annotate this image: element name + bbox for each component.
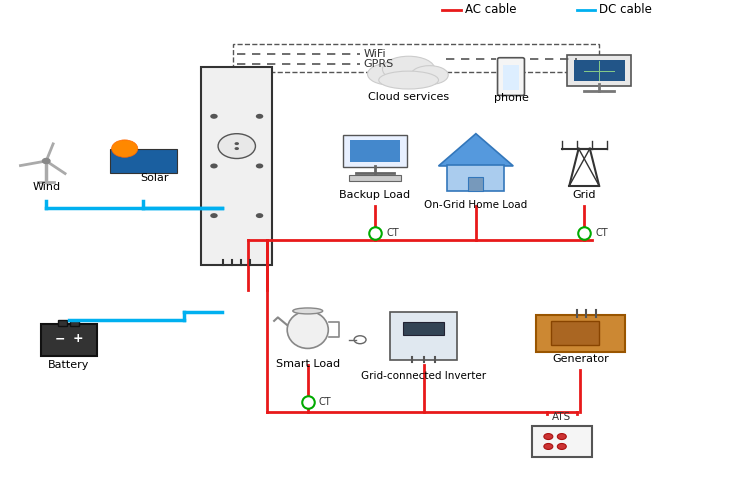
FancyBboxPatch shape [497, 58, 524, 96]
FancyBboxPatch shape [469, 177, 483, 191]
Text: Battery: Battery [48, 360, 89, 370]
Ellipse shape [287, 311, 328, 348]
FancyBboxPatch shape [567, 55, 632, 86]
FancyBboxPatch shape [574, 60, 625, 81]
Ellipse shape [382, 56, 435, 82]
Text: Grid: Grid [572, 190, 596, 200]
Text: Smart Load: Smart Load [276, 359, 340, 369]
Text: Backup Load: Backup Load [340, 190, 410, 200]
Text: Grid-connected Inverter: Grid-connected Inverter [361, 372, 486, 382]
Text: phone: phone [494, 94, 529, 104]
Circle shape [210, 213, 218, 218]
Circle shape [256, 164, 263, 168]
Circle shape [544, 444, 553, 450]
FancyBboxPatch shape [550, 321, 599, 344]
FancyBboxPatch shape [349, 175, 401, 181]
FancyBboxPatch shape [448, 165, 504, 191]
Circle shape [112, 140, 138, 158]
Circle shape [256, 114, 263, 119]
Text: CT: CT [386, 228, 399, 238]
FancyBboxPatch shape [40, 324, 97, 356]
Ellipse shape [411, 66, 448, 84]
FancyBboxPatch shape [350, 140, 400, 162]
Polygon shape [439, 134, 513, 166]
FancyBboxPatch shape [390, 312, 458, 360]
Circle shape [557, 444, 566, 450]
Text: Cloud services: Cloud services [368, 92, 449, 102]
Text: CT: CT [319, 397, 332, 407]
FancyBboxPatch shape [70, 320, 79, 326]
Circle shape [256, 213, 263, 218]
Circle shape [235, 147, 239, 150]
Text: On-Grid Home Load: On-Grid Home Load [424, 200, 527, 210]
Circle shape [544, 434, 553, 440]
FancyBboxPatch shape [343, 134, 407, 168]
Text: ATS: ATS [552, 412, 572, 422]
Text: Generator: Generator [552, 354, 609, 364]
Circle shape [354, 336, 366, 344]
FancyBboxPatch shape [110, 148, 177, 174]
Text: −: − [55, 332, 65, 345]
Circle shape [210, 114, 218, 119]
FancyBboxPatch shape [532, 426, 592, 457]
Circle shape [218, 134, 256, 158]
FancyBboxPatch shape [536, 315, 626, 352]
Text: AC cable: AC cable [465, 3, 516, 16]
FancyBboxPatch shape [201, 66, 272, 266]
Text: +: + [72, 332, 83, 345]
Text: CT: CT [596, 228, 608, 238]
Circle shape [210, 164, 218, 168]
Text: DC cable: DC cable [599, 3, 652, 16]
Text: WiFi: WiFi [364, 49, 386, 59]
Text: Wind: Wind [32, 182, 60, 192]
FancyBboxPatch shape [403, 322, 445, 335]
Circle shape [557, 434, 566, 440]
FancyBboxPatch shape [58, 320, 68, 326]
Ellipse shape [368, 63, 413, 85]
Circle shape [43, 158, 50, 164]
Ellipse shape [292, 308, 322, 314]
FancyBboxPatch shape [503, 64, 519, 90]
Text: GPRS: GPRS [364, 59, 394, 69]
Circle shape [235, 142, 239, 145]
Ellipse shape [379, 71, 439, 89]
Text: Solar: Solar [140, 173, 169, 183]
